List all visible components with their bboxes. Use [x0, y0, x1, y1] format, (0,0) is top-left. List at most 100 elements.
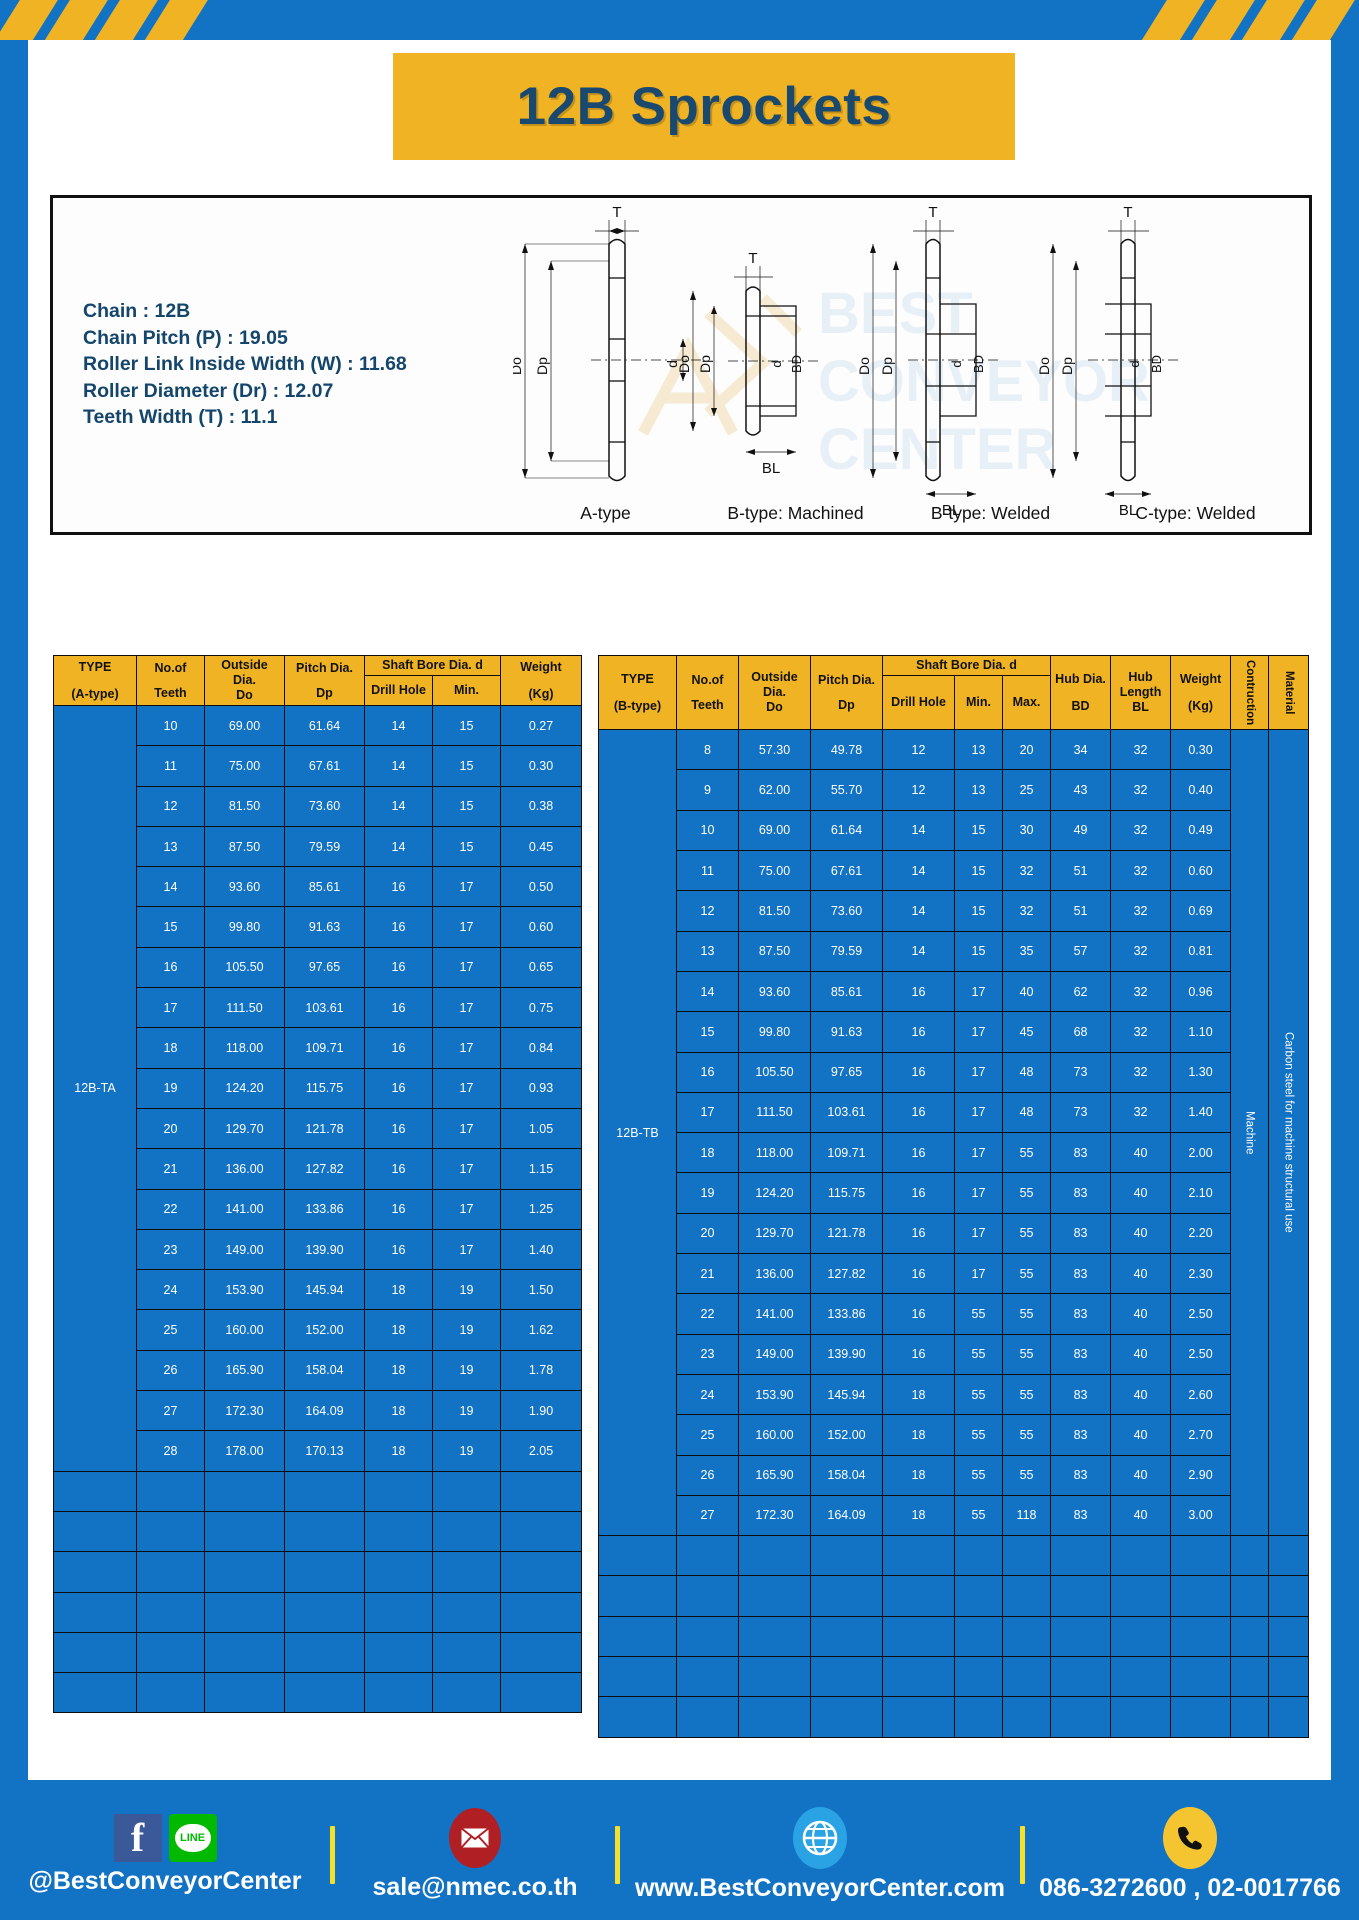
cell-value: 87.50: [204, 825, 285, 868]
table-row: 12 81.50 73.60 14 15 32 51 32 0.69: [599, 890, 1309, 932]
cell-value: 23: [136, 1228, 205, 1271]
line-icon[interactable]: LINE: [168, 1814, 217, 1862]
cell-value: 48: [1001, 1091, 1052, 1134]
cell-value: 0.81: [1170, 930, 1232, 972]
cell-value: 32: [1110, 729, 1172, 771]
table-b-header-row-2: Drill Hole Min. Max.: [599, 674, 1309, 731]
facebook-handle[interactable]: @BestConveyorCenter: [28, 1867, 302, 1895]
cell-value: 17: [954, 1253, 1003, 1295]
cell-empty: [1001, 1575, 1052, 1617]
cell-empty: [204, 1470, 285, 1512]
cell-value: 1.10: [1170, 1011, 1232, 1053]
footer-facebook[interactable]: f LINE @BestConveyorCenter: [0, 1814, 330, 1896]
page-title: 12B Sprockets: [516, 77, 892, 136]
table-row: 16 105.50 97.65 16 17 48 73 32 1.30: [599, 1051, 1309, 1093]
svg-text:T: T: [1123, 206, 1132, 221]
phone-numbers[interactable]: 086-3272600 , 02-0017766: [1039, 1874, 1341, 1902]
cell-value: 149.00: [738, 1333, 811, 1375]
cell-empty: [1230, 1575, 1270, 1617]
svg-text:Do: Do: [676, 355, 692, 373]
cell-value: 18: [136, 1027, 205, 1069]
table-a-body: 12B-TA 10 69.00 61.64 14 15 0.27 11 75.00 67.61 14…: [53, 704, 582, 1714]
cell-empty: [1001, 1655, 1052, 1698]
cell-value: 18: [882, 1373, 955, 1416]
cell-value: 160.00: [204, 1309, 285, 1351]
cell-value: 136.00: [738, 1253, 811, 1295]
cell-value: 83: [1050, 1373, 1112, 1416]
cell-value: 73.60: [810, 890, 883, 932]
cell-value: 55: [1001, 1172, 1052, 1214]
cell-value: 13: [954, 769, 1003, 811]
table-row: 16 105.50 97.65 16 17 0.65: [54, 946, 582, 989]
cell-empty: [1268, 1535, 1310, 1577]
cell-value: 19: [432, 1349, 501, 1392]
email-icon[interactable]: [449, 1808, 501, 1868]
website-url[interactable]: www.BestConveyorCenter.com: [634, 1874, 1005, 1902]
cell-value: 121.78: [810, 1212, 883, 1255]
phone-icon[interactable]: [1163, 1807, 1217, 1869]
cell-value: 83: [1050, 1414, 1112, 1456]
cell-value: 17: [676, 1091, 739, 1134]
table-row-blank: [53, 1470, 582, 1512]
cell-value: 16: [364, 1228, 433, 1271]
cell-empty: [1170, 1535, 1232, 1577]
cell-value: 30: [1001, 809, 1052, 852]
cell-value: 13: [136, 825, 205, 868]
cell-empty: [364, 1591, 433, 1633]
cell-value: 165.90: [204, 1349, 285, 1392]
diagram-c-type-welded: T Do Dp d BD BL: [1036, 206, 1178, 519]
footer-email[interactable]: sale@nmec.co.th: [335, 1808, 615, 1902]
cell-value: 32: [1001, 890, 1052, 932]
table-row: 15 99.80 91.63 16 17 0.60: [54, 906, 582, 948]
table-row: 13 87.50 79.59 14 15 0.45: [54, 825, 582, 868]
cell-empty: [1050, 1655, 1112, 1698]
table-row-blank: [598, 1535, 1310, 1577]
email-address[interactable]: sale@nmec.co.th: [372, 1873, 578, 1901]
cell-value: 83: [1050, 1454, 1112, 1496]
cell-value: 127.82: [810, 1253, 883, 1295]
cell-value: 99.80: [738, 1011, 811, 1053]
cell-empty: [882, 1655, 955, 1698]
globe-icon[interactable]: [793, 1807, 847, 1869]
cell-value: 26: [136, 1349, 205, 1392]
svg-text:T: T: [928, 206, 937, 221]
cell-empty: [500, 1510, 582, 1553]
cell-value: 91.63: [284, 906, 365, 948]
cell-value: 12: [676, 890, 739, 932]
cell-value: 0.96: [1170, 970, 1232, 1013]
cell-empty: [882, 1535, 955, 1577]
cell-empty: [53, 1672, 137, 1714]
cell-value: 13: [954, 729, 1003, 771]
cell-empty: [500, 1470, 582, 1512]
cell-vertical-value: Machine: [1230, 729, 1270, 1537]
cell-type: 12B-TA: [53, 705, 137, 1472]
cell-value: 40: [1110, 1172, 1172, 1214]
footer-divider-3: [1020, 1826, 1025, 1884]
cell-value: 152.00: [810, 1414, 883, 1456]
cell-empty: [53, 1510, 137, 1553]
cell-empty: [136, 1510, 205, 1553]
cell-value: 0.65: [500, 946, 582, 989]
cell-value: 62.00: [738, 769, 811, 811]
cell-value: 14: [882, 809, 955, 852]
cell-value: 127.82: [284, 1148, 365, 1190]
cell-value: 16: [882, 1051, 955, 1093]
cell-empty: [598, 1575, 677, 1617]
table-row: 14 93.60 85.61 16 17 40 62 32 0.96: [599, 970, 1309, 1013]
cell-value: 1.90: [500, 1390, 582, 1432]
footer-website[interactable]: www.BestConveyorCenter.com: [620, 1807, 1020, 1903]
cell-value: 83: [1050, 1253, 1112, 1295]
cell-value: 15: [954, 809, 1003, 852]
cell-value: 16: [882, 1212, 955, 1255]
cell-value: 17: [432, 906, 501, 948]
table-a-type: TYPE (A-type) No.of Teeth Outside Dia. D…: [53, 655, 582, 1714]
facebook-icon[interactable]: f: [113, 1814, 162, 1862]
cell-value: 1.05: [500, 1107, 582, 1150]
cell-value: 14: [676, 970, 739, 1013]
cell-value: 55: [1001, 1293, 1052, 1335]
footer-phone[interactable]: 086-3272600 , 02-0017766: [1025, 1807, 1355, 1903]
cell-value: 25: [136, 1309, 205, 1351]
table-row: 20 129.70 121.78 16 17 1.05: [54, 1107, 582, 1150]
spec-line-chain: Chain : 12B: [83, 300, 191, 322]
cell-value: 16: [882, 1172, 955, 1214]
